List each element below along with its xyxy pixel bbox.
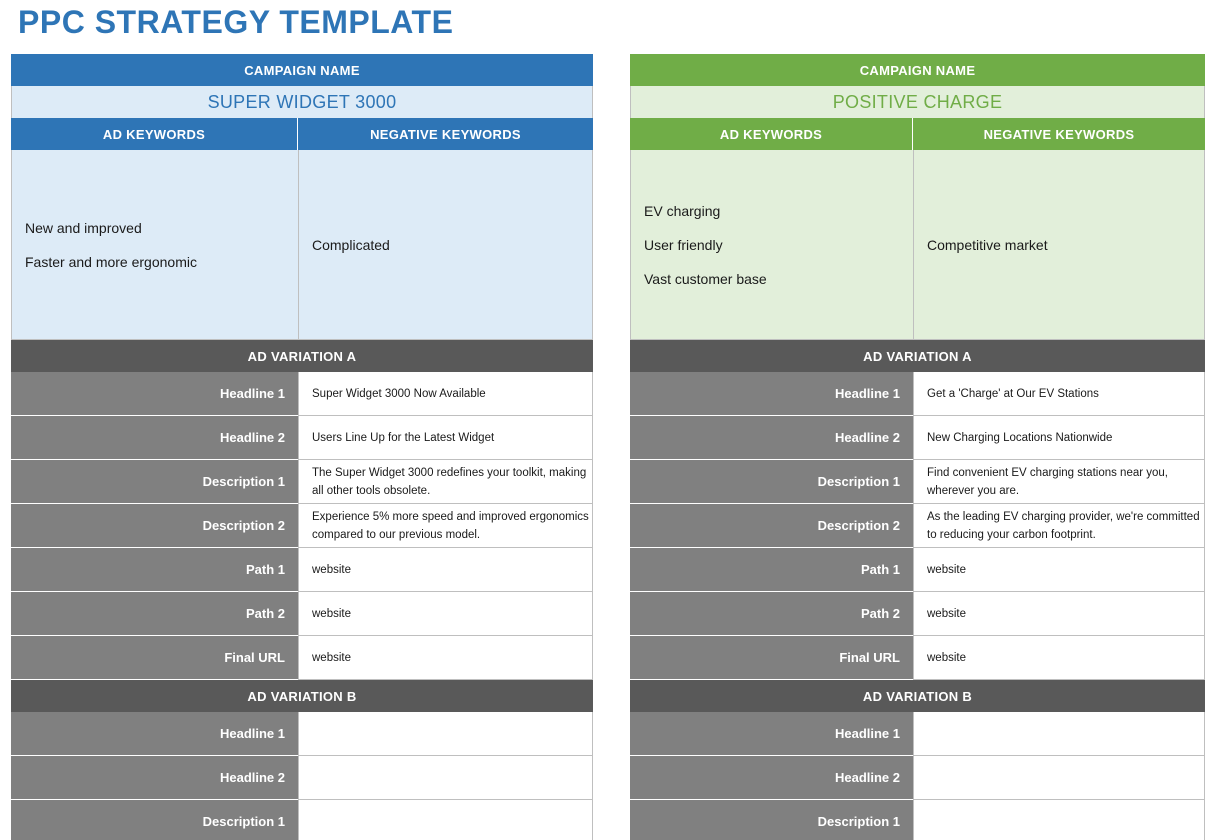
ad-keyword: Vast customer base [644,270,767,287]
row-value[interactable]: As the leading EV charging provider, we'… [913,504,1205,548]
row-label: Headline 1 [11,712,298,756]
row-label: Description 2 [11,504,298,548]
ad-keywords-cell[interactable]: New and improved Faster and more ergonom… [11,150,298,340]
keywords-body-row: EV charging User friendly Vast customer … [630,150,1205,340]
row-value[interactable]: website [913,592,1205,636]
table-row: Description 1 The Super Widget 3000 rede… [11,460,593,504]
table-row: Headline 1 [630,712,1205,756]
keywords-header-row: AD KEYWORDS NEGATIVE KEYWORDS [630,118,1205,150]
row-label: Headline 1 [630,372,913,416]
table-row: Path 2 website [11,592,593,636]
keywords-header-row: AD KEYWORDS NEGATIVE KEYWORDS [11,118,593,150]
row-value[interactable]: New Charging Locations Nationwide [913,416,1205,460]
table-row: Headline 1 Super Widget 3000 Now Availab… [11,372,593,416]
row-value[interactable]: Super Widget 3000 Now Available [298,372,593,416]
table-row: Headline 1 Get a 'Charge' at Our EV Stat… [630,372,1205,416]
row-value[interactable]: Get a 'Charge' at Our EV Stations [913,372,1205,416]
row-value[interactable] [913,756,1205,800]
ad-variation-a-header: AD VARIATION A [630,340,1205,372]
row-value[interactable] [913,800,1205,840]
negative-keywords-header: NEGATIVE KEYWORDS [913,118,1205,150]
negative-keyword: Competitive market [927,236,1048,253]
row-value[interactable]: website [913,548,1205,592]
row-label: Description 1 [11,800,298,840]
row-label: Path 2 [630,592,913,636]
table-row: Headline 2 [630,756,1205,800]
ad-keyword: User friendly [644,236,723,253]
row-label: Final URL [11,636,298,680]
row-label: Headline 2 [11,756,298,800]
campaign-panel-super-widget: CAMPAIGN NAME SUPER WIDGET 3000 AD KEYWO… [11,54,593,840]
row-value[interactable]: Find convenient EV charging stations nea… [913,460,1205,504]
row-label: Headline 2 [630,416,913,460]
campaign-panel-positive-charge: CAMPAIGN NAME POSITIVE CHARGE AD KEYWORD… [630,54,1205,840]
campaign-name-header: CAMPAIGN NAME [630,54,1205,86]
negative-keywords-cell[interactable]: Complicated [298,150,593,340]
negative-keywords-header: NEGATIVE KEYWORDS [298,118,593,150]
row-label: Path 2 [11,592,298,636]
campaign-name-cell[interactable]: SUPER WIDGET 3000 [11,86,593,118]
row-label: Description 1 [11,460,298,504]
campaign-name-cell[interactable]: POSITIVE CHARGE [630,86,1205,118]
table-row: Description 1 [630,800,1205,840]
keywords-body-row: New and improved Faster and more ergonom… [11,150,593,340]
row-value[interactable]: The Super Widget 3000 redefines your too… [298,460,593,504]
row-label: Headline 1 [11,372,298,416]
page-title: PPC STRATEGY TEMPLATE [18,4,454,40]
negative-keywords-cell[interactable]: Competitive market [913,150,1205,340]
row-value[interactable] [298,800,593,840]
row-value[interactable] [298,712,593,756]
ad-keywords-header: AD KEYWORDS [11,118,298,150]
row-value[interactable] [298,756,593,800]
row-value[interactable]: website [913,636,1205,680]
table-row: Path 1 website [630,548,1205,592]
row-label: Headline 2 [630,756,913,800]
ad-variation-b-header: AD VARIATION B [630,680,1205,712]
table-row: Path 1 website [11,548,593,592]
ad-keywords-header: AD KEYWORDS [630,118,913,150]
table-row: Description 1 [11,800,593,840]
table-row: Headline 1 [11,712,593,756]
table-row: Headline 2 Users Line Up for the Latest … [11,416,593,460]
row-label: Description 1 [630,800,913,840]
row-value[interactable]: website [298,548,593,592]
table-row: Path 2 website [630,592,1205,636]
row-value[interactable]: website [298,592,593,636]
table-row: Description 2 Experience 5% more speed a… [11,504,593,548]
table-row: Final URL website [11,636,593,680]
row-value[interactable]: Users Line Up for the Latest Widget [298,416,593,460]
ad-keywords-cell[interactable]: EV charging User friendly Vast customer … [630,150,913,340]
ad-keyword: New and improved [25,219,142,236]
table-row: Headline 2 [11,756,593,800]
ad-variation-a-header: AD VARIATION A [11,340,593,372]
row-label: Path 1 [11,548,298,592]
row-label: Description 1 [630,460,913,504]
row-value[interactable]: website [298,636,593,680]
row-label: Description 2 [630,504,913,548]
ad-keyword: Faster and more ergonomic [25,253,197,270]
ad-variation-b-header: AD VARIATION B [11,680,593,712]
ad-keyword: EV charging [644,202,721,219]
negative-keyword: Complicated [312,236,390,253]
row-value[interactable]: Experience 5% more speed and improved er… [298,504,593,548]
table-row: Description 2 As the leading EV charging… [630,504,1205,548]
row-label: Headline 1 [630,712,913,756]
table-row: Headline 2 New Charging Locations Nation… [630,416,1205,460]
row-label: Final URL [630,636,913,680]
campaign-name-header: CAMPAIGN NAME [11,54,593,86]
table-row: Description 1 Find convenient EV chargin… [630,460,1205,504]
row-label: Path 1 [630,548,913,592]
table-row: Final URL website [630,636,1205,680]
row-value[interactable] [913,712,1205,756]
row-label: Headline 2 [11,416,298,460]
